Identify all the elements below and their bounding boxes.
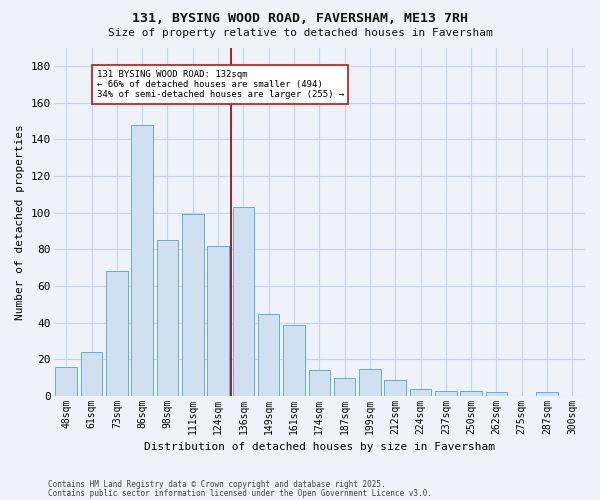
Bar (258, 314, 280, 396)
Bar (410, 389, 431, 396)
Bar (359, 368, 380, 396)
Bar (485, 392, 507, 396)
Bar (460, 390, 482, 396)
Bar (385, 380, 406, 396)
Bar (308, 370, 330, 396)
Text: 131 BYSING WOOD ROAD: 132sqm
← 66% of detached houses are smaller (494)
34% of s: 131 BYSING WOOD ROAD: 132sqm ← 66% of de… (97, 70, 344, 100)
Bar (208, 246, 229, 396)
Y-axis label: Number of detached properties: Number of detached properties (15, 124, 25, 320)
Bar (283, 324, 305, 396)
Bar (157, 240, 178, 396)
Bar (81, 352, 102, 396)
Text: Contains public sector information licensed under the Open Government Licence v3: Contains public sector information licen… (48, 488, 432, 498)
Text: Size of property relative to detached houses in Faversham: Size of property relative to detached ho… (107, 28, 493, 38)
Text: Contains HM Land Registry data © Crown copyright and database right 2025.: Contains HM Land Registry data © Crown c… (48, 480, 386, 489)
Text: 131, BYSING WOOD ROAD, FAVERSHAM, ME13 7RH: 131, BYSING WOOD ROAD, FAVERSHAM, ME13 7… (132, 12, 468, 26)
Bar (182, 214, 203, 396)
Bar (233, 207, 254, 396)
X-axis label: Distribution of detached houses by size in Faversham: Distribution of detached houses by size … (144, 442, 495, 452)
Bar (435, 390, 457, 396)
Bar (334, 378, 355, 396)
Bar (106, 272, 128, 396)
Bar (536, 392, 558, 396)
Bar (131, 124, 153, 396)
Bar (55, 367, 77, 396)
